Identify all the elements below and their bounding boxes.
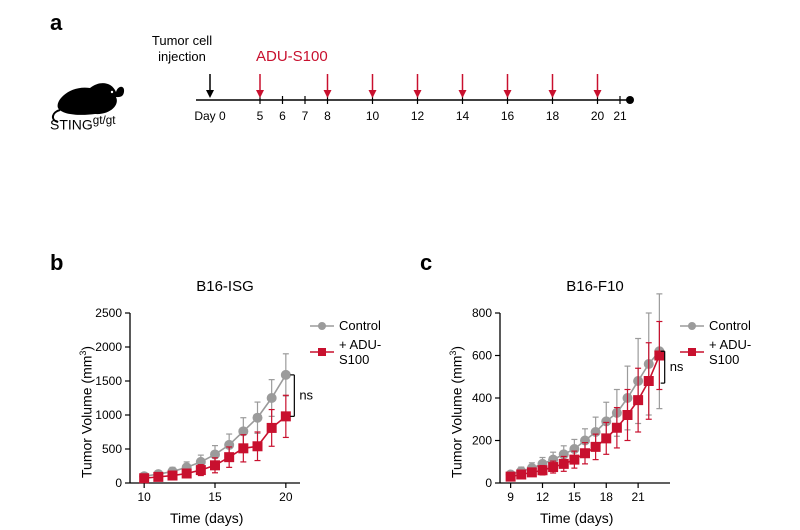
svg-text:10: 10 [366, 109, 380, 123]
svg-text:400: 400 [472, 391, 492, 405]
svg-text:500: 500 [102, 442, 122, 456]
svg-text:16: 16 [501, 109, 515, 123]
svg-text:600: 600 [472, 349, 492, 363]
svg-text:200: 200 [472, 434, 492, 448]
svg-text:7: 7 [302, 109, 309, 123]
panel-label-c: c [420, 250, 432, 276]
svg-text:1000: 1000 [95, 408, 122, 422]
svg-text:6: 6 [279, 109, 286, 123]
svg-text:18: 18 [600, 490, 614, 504]
svg-text:20: 20 [279, 490, 293, 504]
svg-text:18: 18 [546, 109, 560, 123]
panel-label-b: b [50, 250, 63, 276]
svg-text:10: 10 [137, 490, 151, 504]
svg-text:Day 0: Day 0 [194, 109, 226, 123]
svg-text:8: 8 [324, 109, 331, 123]
svg-text:9: 9 [507, 490, 514, 504]
svg-text:5: 5 [257, 109, 264, 123]
svg-text:1500: 1500 [95, 374, 122, 388]
chart-b: B16-ISG Tumor Volume (mm3) Time (days) C… [60, 278, 390, 528]
svg-text:20: 20 [591, 109, 605, 123]
chart-b-svg: 0 500 1000 1500 2000 2500 10 15 20 ns [60, 278, 390, 528]
svg-text:ns: ns [670, 359, 684, 374]
svg-text:12: 12 [536, 490, 550, 504]
svg-text:21: 21 [613, 109, 627, 123]
chart-c: B16-F10 Tumor Volume (mm3) Time (days) C… [430, 278, 760, 528]
svg-text:2500: 2500 [95, 306, 122, 320]
svg-text:15: 15 [568, 490, 582, 504]
svg-text:21: 21 [631, 490, 645, 504]
svg-text:0: 0 [115, 476, 122, 490]
svg-text:2000: 2000 [95, 340, 122, 354]
svg-text:0: 0 [485, 476, 492, 490]
panel-a: Tumor cellinjection ADU-S100 STINGgt/gt … [50, 30, 750, 180]
svg-text:14: 14 [456, 109, 470, 123]
svg-text:800: 800 [472, 306, 492, 320]
svg-text:12: 12 [411, 109, 425, 123]
svg-text:ns: ns [299, 388, 313, 403]
svg-text:15: 15 [208, 490, 222, 504]
timeline-svg: 5 6 7 8 10 12 14 16 18 20 21 Day 0 [50, 30, 750, 180]
chart-c-svg: 0 200 400 600 800 9 12 15 18 21 ns [430, 278, 760, 528]
